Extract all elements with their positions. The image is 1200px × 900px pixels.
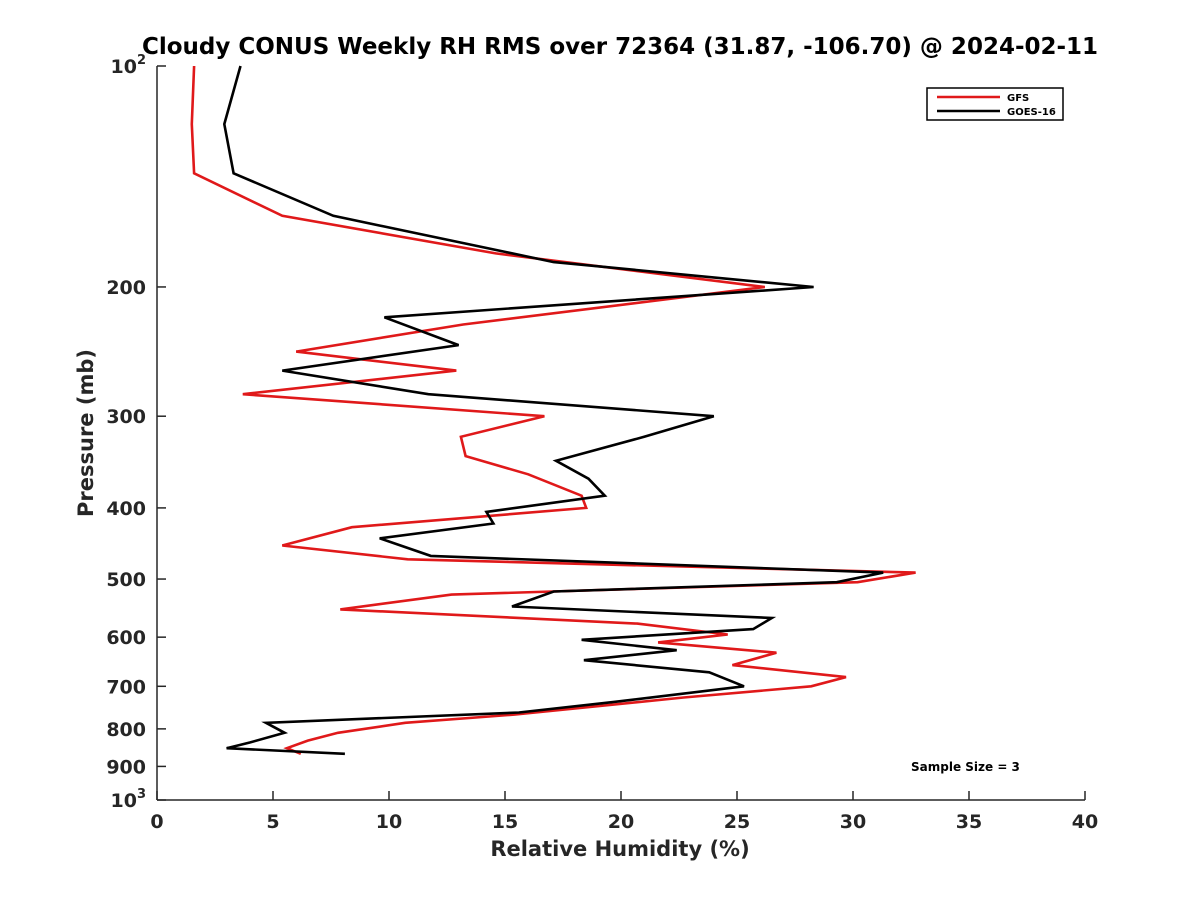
series-line-goes16 [222,65,884,756]
x-tick-label: 20 [608,811,634,833]
x-axis-label: Relative Humidity (%) [490,837,749,861]
legend-box [926,87,1064,121]
y-tick-label: 103 [111,787,147,812]
x-tick-label: 15 [492,811,518,833]
x-tick-label: 25 [724,811,750,833]
legend-label-goes16: GOES-16 [1007,107,1056,118]
y-tick-label: 800 [106,719,146,741]
y-tick-label: 102 [111,53,147,78]
x-tick-label: 5 [266,811,279,833]
chart-title: Cloudy CONUS Weekly RH RMS over 72364 (3… [142,34,1098,60]
ticks-layer: 0 5 10 15 20 25 30 35 40 102 200 300 400 500 600 700 800… [106,53,1098,833]
y-tick-label: 400 [106,498,146,520]
series-line-gfs [190,65,916,756]
y-axis-label: Pressure (mb) [74,349,98,517]
y-tick-label: 500 [106,569,146,591]
x-tick-label: 40 [1072,811,1098,833]
x-tick-label: 30 [840,811,866,833]
legend-label-gfs: GFS [1007,93,1029,104]
series-layer [190,65,916,756]
x-tick-label: 10 [376,811,402,833]
y-tick-label: 700 [106,676,146,698]
legend: GFS GOES-16 [926,87,1064,121]
y-tick-label: 200 [106,277,146,299]
y-tick-label: 900 [106,756,146,778]
x-tick-label: 35 [956,811,982,833]
sample-size-annotation: Sample Size = 3 [911,760,1020,774]
y-tick-label: 600 [106,627,146,649]
y-tick-label: 300 [106,406,146,428]
x-tick-label: 0 [150,811,163,833]
